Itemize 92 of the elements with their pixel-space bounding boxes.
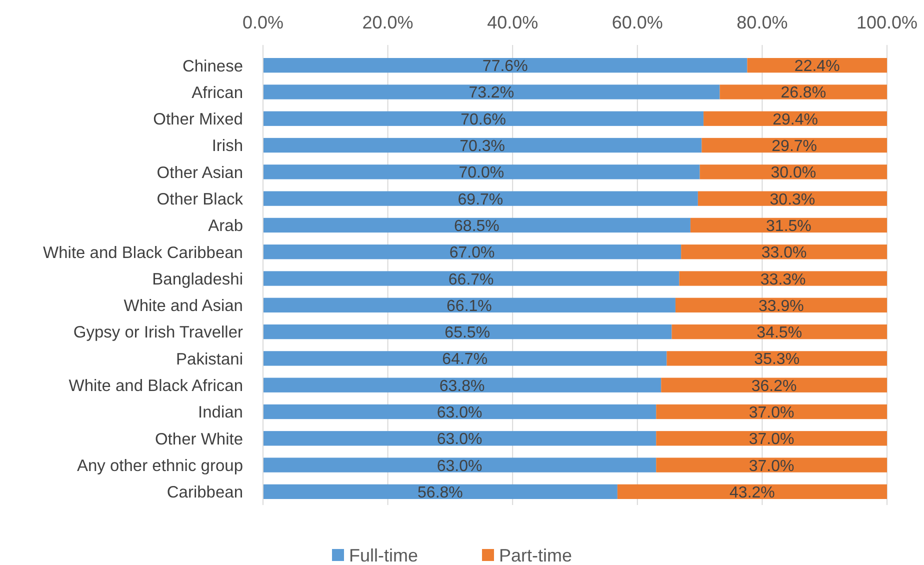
data-label: 37.0% [748, 458, 794, 475]
bar [263, 191, 698, 206]
x-tick-label: 20.0% [362, 12, 414, 32]
bar [263, 111, 704, 126]
data-label: 63.0% [436, 404, 482, 422]
y-tick-label: Arab [208, 217, 243, 236]
y-tick-label: White and Asian [124, 297, 243, 316]
bar [263, 458, 656, 472]
bar [661, 378, 887, 392]
bar [700, 164, 887, 180]
bar [672, 324, 887, 340]
x-tick-label: 40.0% [487, 12, 538, 32]
bar [263, 58, 748, 73]
data-label: 66.7% [448, 271, 494, 288]
y-tick-label: Bangladeshi [152, 270, 243, 288]
bar [263, 484, 618, 500]
data-label: 33.3% [760, 271, 806, 288]
data-label: 33.9% [758, 298, 804, 315]
legend-label: Part-time [499, 545, 572, 565]
bar [666, 351, 887, 366]
data-label: 63.0% [436, 458, 482, 475]
bar [263, 271, 680, 286]
data-label: 34.5% [756, 324, 802, 342]
data-label: 29.7% [772, 138, 818, 156]
data-label: 63.0% [436, 431, 482, 448]
bar [702, 138, 887, 153]
data-label: 77.6% [482, 58, 528, 76]
bar [690, 218, 887, 233]
bar [263, 298, 676, 312]
bar [656, 431, 887, 446]
data-label: 26.8% [780, 84, 826, 102]
bar [681, 244, 887, 260]
y-tick-label: Any other ethnic group [76, 456, 243, 475]
data-label: 33.0% [761, 244, 807, 262]
data-label: 37.0% [748, 431, 794, 448]
y-tick-label: Caribbean [166, 484, 243, 502]
bar [263, 218, 690, 233]
bar [263, 324, 672, 340]
data-label: 63.8% [439, 378, 485, 395]
data-label: 66.1% [446, 298, 492, 315]
data-label: 43.2% [730, 484, 775, 502]
bar [704, 111, 887, 126]
data-label: 31.5% [766, 218, 812, 235]
bar [720, 84, 887, 100]
bar [263, 84, 720, 100]
y-tick-label: Indian [198, 404, 243, 422]
data-label: 37.0% [748, 404, 794, 422]
y-tick-label: Other Black [156, 190, 244, 208]
bar [263, 138, 702, 153]
data-label: 36.2% [751, 378, 797, 395]
bar [656, 404, 887, 420]
data-label: 64.7% [442, 351, 488, 368]
y-tick-label: Chinese [182, 57, 243, 76]
data-label: 68.5% [454, 218, 500, 235]
bar [263, 351, 667, 366]
bar [656, 458, 887, 472]
x-tick-label: 60.0% [612, 12, 663, 32]
bar [675, 298, 887, 312]
y-tick-label: Pakistani [176, 350, 243, 368]
data-label: 29.4% [772, 111, 818, 128]
y-tick-label: Gypsy or Irish Traveller [73, 324, 244, 342]
data-label: 69.7% [458, 191, 504, 208]
y-tick-label: African [192, 84, 243, 102]
bar [263, 244, 682, 260]
y-tick-label: Other White [154, 430, 243, 448]
bar [263, 431, 656, 446]
data-label: 67.0% [449, 244, 495, 262]
legend-label: Full-time [349, 545, 418, 565]
data-label: 70.3% [460, 138, 506, 156]
bar [263, 404, 656, 420]
x-tick-label: 0.0% [242, 12, 284, 32]
y-tick-label: Other Mixed [153, 110, 243, 129]
bar [617, 484, 887, 500]
y-tick-label: White and Black Caribbean [43, 244, 243, 262]
data-label: 70.6% [460, 111, 506, 128]
bar [263, 164, 700, 180]
data-label: 30.3% [770, 191, 816, 208]
y-tick-label: Irish [212, 137, 243, 156]
bar [698, 191, 887, 206]
data-label: 73.2% [468, 84, 514, 102]
x-tick-label: 80.0% [736, 12, 788, 32]
data-label: 22.4% [794, 58, 840, 76]
x-tick-label: 100.0% [856, 12, 918, 32]
bar [679, 271, 887, 286]
y-tick-label: White and Black African [68, 377, 243, 396]
y-tick-label: Other Asian [156, 164, 243, 182]
data-label: 65.5% [444, 324, 490, 342]
data-label: 35.3% [754, 351, 800, 368]
data-label: 56.8% [418, 484, 463, 502]
bar [263, 378, 662, 392]
data-label: 30.0% [770, 164, 816, 182]
data-label: 70.0% [458, 164, 504, 182]
